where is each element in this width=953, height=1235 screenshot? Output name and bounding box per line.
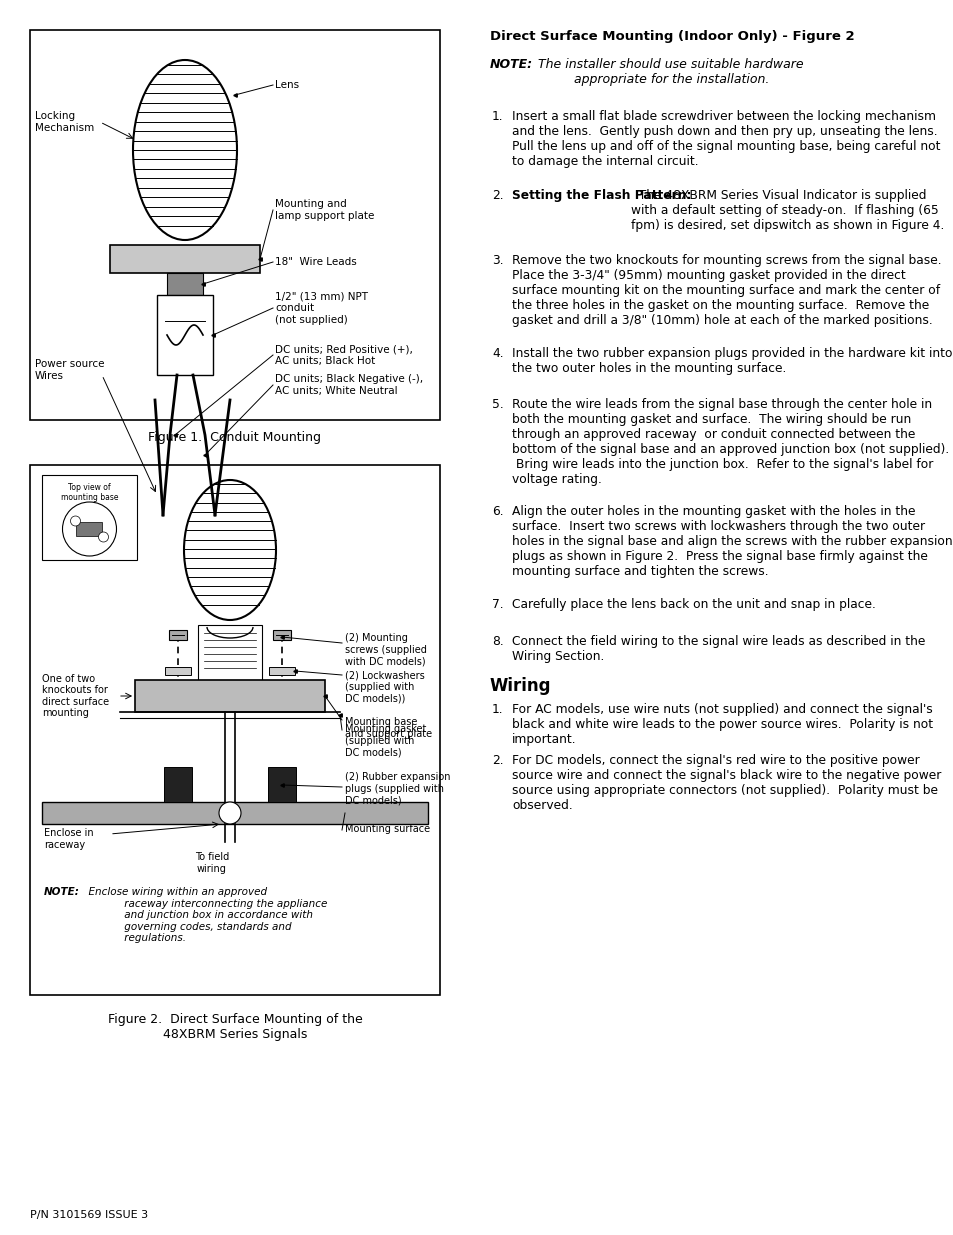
Text: Mounting surface: Mounting surface: [345, 824, 430, 834]
FancyBboxPatch shape: [42, 475, 137, 559]
Text: 2.: 2.: [492, 753, 503, 767]
FancyBboxPatch shape: [76, 522, 102, 536]
Text: (2) Mounting
screws (supplied
with DC models): (2) Mounting screws (supplied with DC mo…: [345, 634, 426, 666]
Text: Figure 1.  Conduit Mounting: Figure 1. Conduit Mounting: [149, 431, 321, 445]
Text: NOTE:: NOTE:: [44, 887, 80, 897]
Text: Top view of
mounting base: Top view of mounting base: [61, 483, 118, 503]
Text: Wiring: Wiring: [490, 677, 551, 695]
Text: To field
wiring: To field wiring: [194, 852, 229, 873]
FancyBboxPatch shape: [164, 767, 192, 802]
FancyBboxPatch shape: [110, 245, 260, 273]
Text: 6.: 6.: [492, 505, 503, 517]
Text: Setting the Flash Pattern:: Setting the Flash Pattern:: [512, 189, 691, 203]
Text: Carefully place the lens back on the unit and snap in place.: Carefully place the lens back on the uni…: [512, 598, 875, 611]
Text: 1/2" (13 mm) NPT
conduit
(not supplied): 1/2" (13 mm) NPT conduit (not supplied): [274, 291, 368, 325]
Text: Install the two rubber expansion plugs provided in the hardware kit into the two: Install the two rubber expansion plugs p…: [512, 347, 951, 375]
Circle shape: [219, 802, 241, 824]
Text: Connect the field wiring to the signal wire leads as described in the Wiring Sec: Connect the field wiring to the signal w…: [512, 635, 924, 663]
Circle shape: [71, 516, 80, 526]
Text: 7.: 7.: [492, 598, 503, 611]
Text: Mounting base
and support plate: Mounting base and support plate: [345, 718, 432, 739]
Text: Mounting and
lamp support plate: Mounting and lamp support plate: [274, 199, 374, 221]
Text: Figure 2.  Direct Surface Mounting of the
48XBRM Series Signals: Figure 2. Direct Surface Mounting of the…: [108, 1013, 362, 1041]
Text: Insert a small flat blade screwdriver between the locking mechanism and the lens: Insert a small flat blade screwdriver be…: [512, 110, 941, 168]
Text: DC units; Black Negative (-),
AC units; White Neutral: DC units; Black Negative (-), AC units; …: [274, 374, 423, 395]
FancyBboxPatch shape: [198, 625, 262, 680]
Text: Lens: Lens: [274, 80, 299, 90]
Text: Route the wire leads from the signal base through the center hole in both the mo: Route the wire leads from the signal bas…: [512, 398, 948, 485]
Text: For AC models, use wire nuts (not supplied) and connect the signal's black and w: For AC models, use wire nuts (not suppli…: [512, 703, 932, 746]
Text: Enclose wiring within an approved
             raceway interconnecting the appli: Enclose wiring within an approved racewa…: [82, 887, 327, 944]
Text: 2.: 2.: [492, 189, 503, 203]
Text: 4.: 4.: [492, 347, 503, 359]
Text: Direct Surface Mounting (Indoor Only) - Figure 2: Direct Surface Mounting (Indoor Only) - …: [490, 30, 854, 43]
Text: Power source
Wires: Power source Wires: [35, 359, 105, 380]
Circle shape: [63, 501, 116, 556]
FancyBboxPatch shape: [268, 767, 295, 802]
FancyBboxPatch shape: [157, 295, 213, 375]
Text: 3.: 3.: [492, 254, 503, 267]
Text: Mounting gasket
(supplied with
DC models): Mounting gasket (supplied with DC models…: [345, 724, 426, 757]
FancyBboxPatch shape: [135, 680, 325, 713]
Text: (2) Rubber expansion
plugs (supplied with
DC models): (2) Rubber expansion plugs (supplied wit…: [345, 772, 450, 805]
Text: Enclose in
raceway: Enclose in raceway: [44, 827, 93, 850]
Text: The installer should use suitable hardware
          appropriate for the install: The installer should use suitable hardwa…: [534, 58, 802, 86]
Text: The 48XBRM Series Visual Indicator is supplied with a default setting of steady-: The 48XBRM Series Visual Indicator is su…: [630, 189, 943, 232]
Text: DC units; Red Positive (+),
AC units; Black Hot: DC units; Red Positive (+), AC units; Bl…: [274, 345, 413, 366]
Text: 8.: 8.: [492, 635, 503, 647]
Text: Locking
Mechanism: Locking Mechanism: [35, 111, 94, 133]
Text: One of two
knockouts for
direct surface
mounting: One of two knockouts for direct surface …: [42, 673, 109, 719]
FancyBboxPatch shape: [169, 630, 187, 640]
FancyBboxPatch shape: [273, 630, 291, 640]
Text: Align the outer holes in the mounting gasket with the holes in the surface.  Ins: Align the outer holes in the mounting ga…: [512, 505, 952, 578]
Text: 5.: 5.: [492, 398, 503, 410]
Text: P/N 3101569 ISSUE 3: P/N 3101569 ISSUE 3: [30, 1210, 148, 1220]
Text: Remove the two knockouts for mounting screws from the signal base.  Place the 3-: Remove the two knockouts for mounting sc…: [512, 254, 944, 327]
FancyBboxPatch shape: [269, 667, 294, 676]
FancyBboxPatch shape: [165, 667, 191, 676]
Circle shape: [98, 532, 109, 542]
FancyBboxPatch shape: [30, 466, 439, 995]
FancyBboxPatch shape: [30, 30, 439, 420]
Text: 18"  Wire Leads: 18" Wire Leads: [274, 257, 356, 267]
Text: 1.: 1.: [492, 703, 503, 716]
Text: For DC models, connect the signal's red wire to the positive power source wire a: For DC models, connect the signal's red …: [512, 753, 941, 811]
Text: NOTE:: NOTE:: [490, 58, 533, 70]
Text: (2) Lockwashers
(supplied with
DC models)): (2) Lockwashers (supplied with DC models…: [345, 671, 424, 703]
FancyBboxPatch shape: [167, 273, 203, 295]
FancyBboxPatch shape: [42, 802, 428, 824]
Text: 1.: 1.: [492, 110, 503, 124]
